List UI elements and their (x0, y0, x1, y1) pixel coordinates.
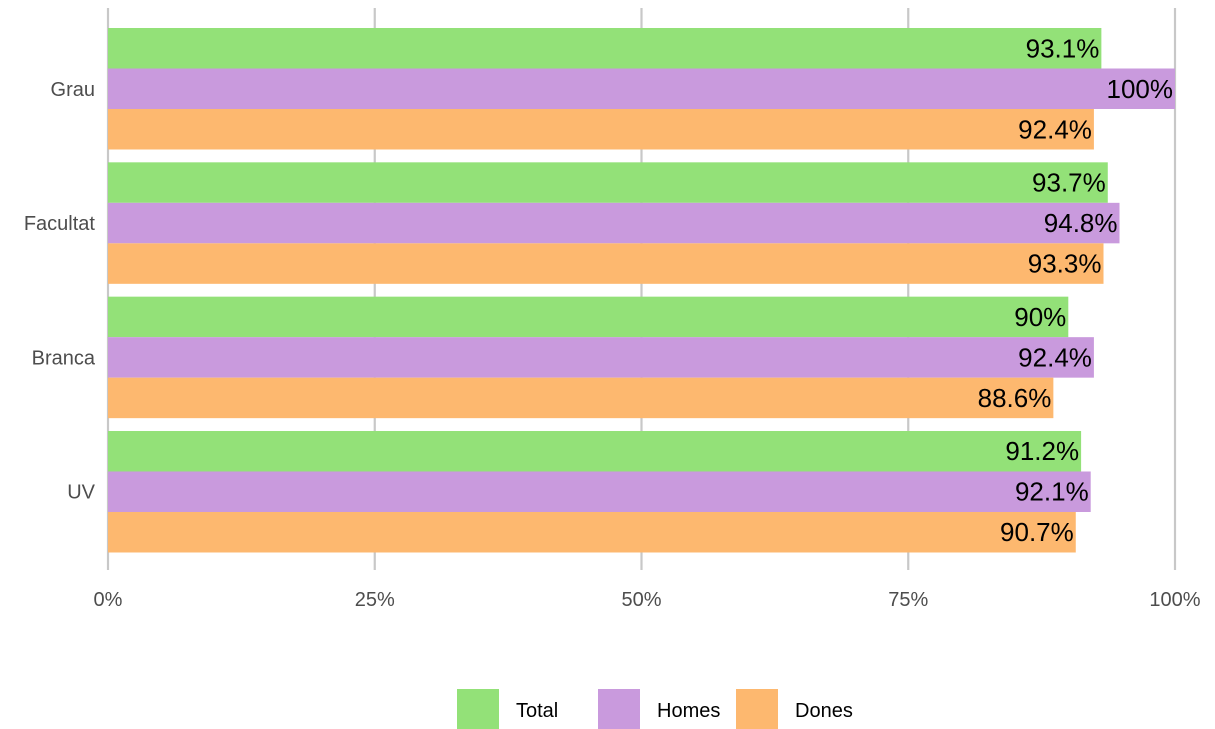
category-label-grau: Grau (51, 79, 95, 101)
bar-homes-grau (108, 68, 1175, 109)
bar-dones-facultat (108, 243, 1104, 284)
x-tick-label-2: 50% (621, 589, 661, 611)
category-label-facultat: Facultat (24, 213, 96, 235)
value-label-homes-grau: 100% (1107, 74, 1174, 104)
x-tick-label-0: 0% (94, 589, 123, 611)
legend-label-dones: Dones (795, 700, 853, 722)
bar-dones-uv (108, 511, 1076, 553)
bar-dones-branca (108, 377, 1054, 419)
value-label-total-grau: 93.1% (1026, 33, 1100, 63)
x-tick-label-4: 100% (1149, 589, 1200, 611)
bars (108, 28, 1175, 553)
value-label-total-facultat: 93.7% (1032, 168, 1106, 198)
value-label-total-uv: 91.2% (1005, 436, 1079, 466)
category-label-branca: Branca (32, 347, 96, 369)
bar-total-facultat (108, 162, 1108, 203)
value-label-homes-facultat: 94.8% (1044, 208, 1118, 238)
value-label-homes-branca: 92.4% (1018, 342, 1092, 372)
value-label-dones-facultat: 93.3% (1028, 249, 1102, 279)
x-axis: 0% 25% 50% 75% 100% (94, 589, 1201, 611)
bar-homes-uv (108, 471, 1091, 512)
bar-total-uv (108, 430, 1082, 472)
legend-label-homes: Homes (657, 700, 720, 722)
bar-value-labels: 93.1%100% 92.4% 93.7% 94.8% 93.3% 90% 92.4% 88.… (978, 33, 1173, 547)
value-label-dones-uv: 90.7% (1000, 517, 1074, 547)
category-label-uv: UV (67, 482, 95, 504)
legend-label-total: Total (516, 700, 558, 722)
bar-total-grau (108, 28, 1102, 69)
value-label-total-branca: 90% (1014, 302, 1066, 332)
legend-key-dones (736, 689, 778, 729)
value-label-homes-uv: 92.1% (1015, 477, 1089, 507)
y-axis: Grau Facultat Branca UV (24, 79, 96, 504)
bar-dones-grau (108, 109, 1094, 150)
legend-key-homes (598, 689, 640, 729)
legend-key-total (457, 689, 499, 729)
x-tick-label-1: 25% (355, 589, 395, 611)
bar-homes-facultat (108, 202, 1120, 244)
bar-total-branca (108, 296, 1069, 338)
value-label-dones-grau: 92.4% (1018, 114, 1092, 144)
legend: Total Homes Dones (457, 689, 853, 729)
x-tick-label-3: 75% (888, 589, 928, 611)
value-label-dones-branca: 88.6% (978, 383, 1052, 413)
bar-homes-branca (108, 337, 1094, 378)
